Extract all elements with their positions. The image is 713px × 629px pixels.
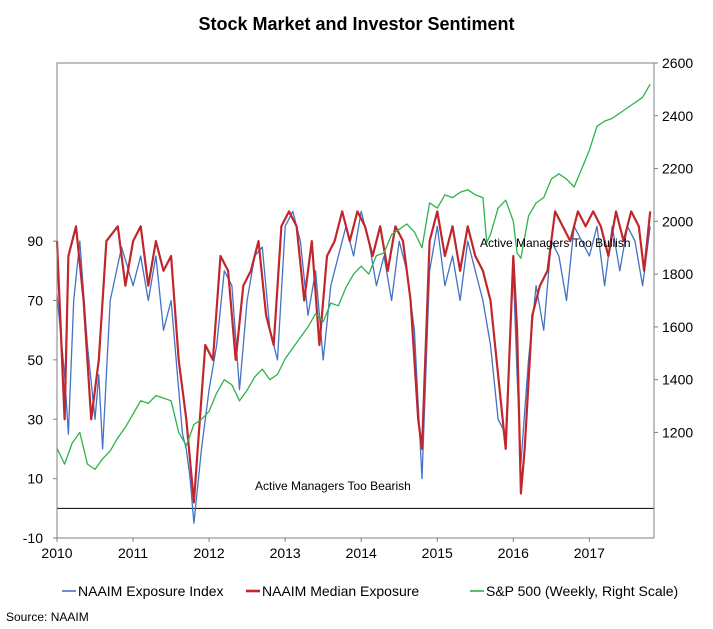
right-tick-label: 1600 bbox=[662, 319, 693, 335]
right-tick-label: 1800 bbox=[662, 266, 693, 282]
right-tick-label: 2600 bbox=[662, 55, 693, 71]
left-tick-label: 90 bbox=[27, 233, 43, 249]
right-tick-label: 2200 bbox=[662, 161, 693, 177]
right-tick-label: 2000 bbox=[662, 213, 693, 229]
legend-label: NAAIM Median Exposure bbox=[262, 583, 419, 599]
x-tick-label: 2017 bbox=[574, 545, 605, 561]
source-note: Source: NAAIM bbox=[6, 610, 89, 624]
left-tick-label: -10 bbox=[23, 530, 43, 546]
right-tick-label: 1400 bbox=[662, 372, 693, 388]
left-tick-label: 70 bbox=[27, 293, 43, 309]
left-tick-label: 50 bbox=[27, 352, 43, 368]
annotation-bullish: Active Managers Too Bullish bbox=[480, 236, 631, 250]
x-tick-label: 2016 bbox=[498, 545, 529, 561]
x-tick-label: 2015 bbox=[422, 545, 453, 561]
series-line-s-p-500-weekly-right-scale bbox=[56, 83, 651, 471]
x-tick-label: 2011 bbox=[118, 545, 148, 561]
chart-title: Stock Market and Investor Sentiment bbox=[198, 14, 515, 34]
legend-label: NAAIM Exposure Index bbox=[78, 583, 224, 599]
x-tick-label: 2014 bbox=[346, 545, 377, 561]
plot-area bbox=[56, 62, 655, 539]
left-tick-label: 10 bbox=[27, 471, 43, 487]
right-tick-label: 2400 bbox=[662, 108, 693, 124]
x-tick-label: 2013 bbox=[270, 545, 301, 561]
x-tick-label: 2010 bbox=[41, 545, 72, 561]
series-line-naaim-median-exposure bbox=[55, 210, 652, 504]
chart-legend: NAAIM Exposure Index NAAIM Median Exposur… bbox=[62, 583, 678, 599]
right-tick-label: 1200 bbox=[662, 424, 693, 440]
left-tick-label: 30 bbox=[27, 411, 43, 427]
x-tick-label: 2012 bbox=[194, 545, 225, 561]
annotation-bearish: Active Managers Too Bearish bbox=[255, 479, 411, 493]
legend-label: S&P 500 (Weekly, Right Scale) bbox=[486, 583, 678, 599]
